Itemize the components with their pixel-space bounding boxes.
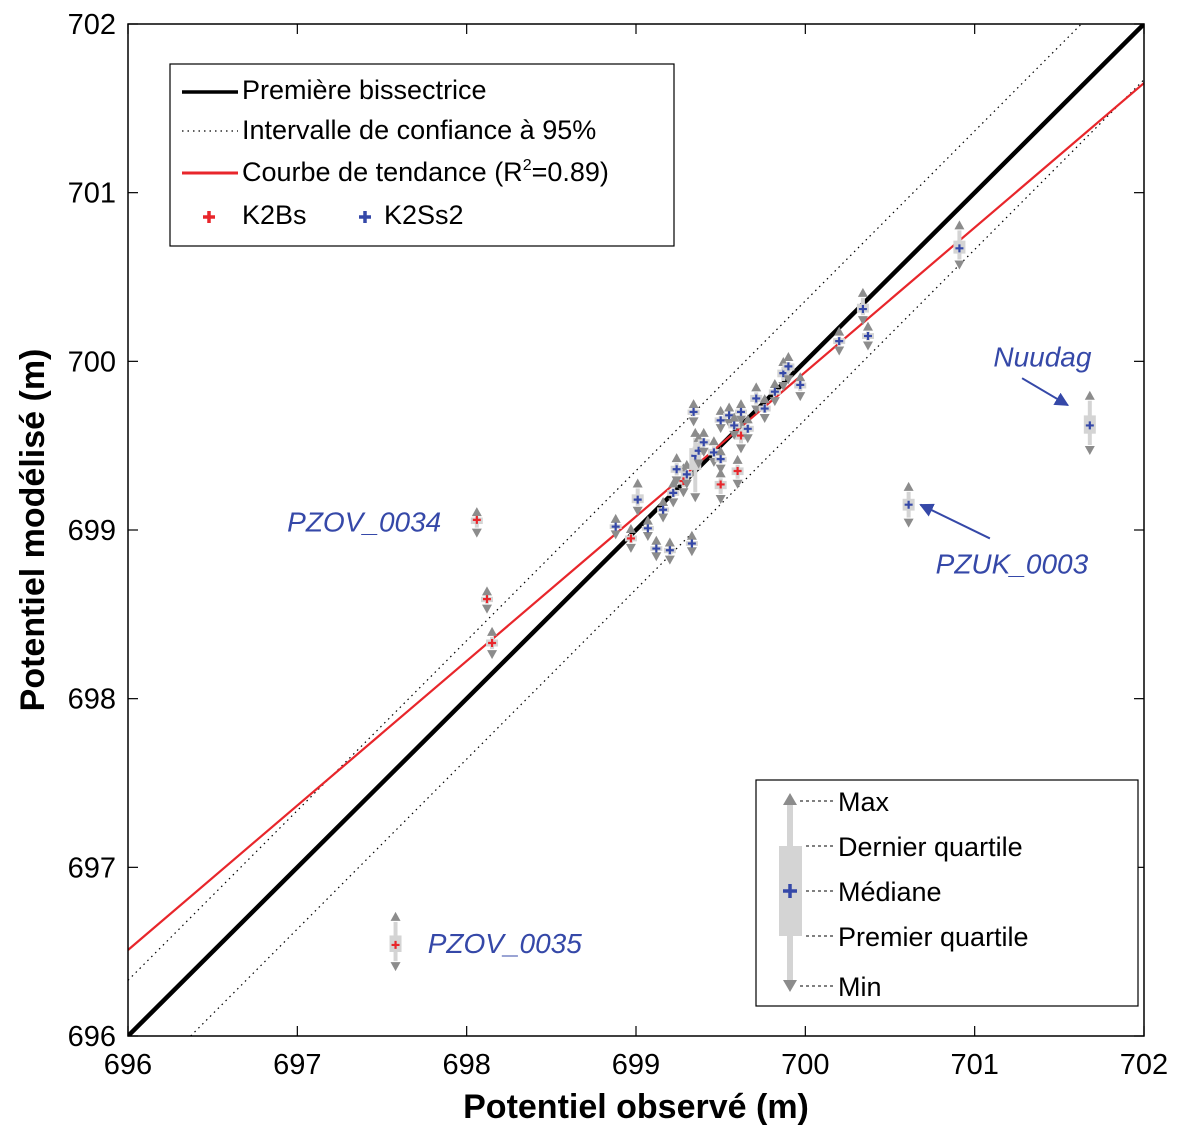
point-k2ss2	[685, 530, 698, 557]
legend-k2ss2-label: K2Ss2	[384, 200, 464, 230]
point-k2ss2	[714, 405, 727, 434]
point-k2ss2	[856, 287, 869, 326]
legend-k2ss2-marker	[359, 211, 371, 223]
annotation-pzov-0034: PZOV_0034	[287, 507, 441, 538]
median-marker	[783, 884, 797, 898]
annotation-label: PZOV_0035	[428, 928, 583, 959]
legend: Première bissectrice Intervalle de confi…	[169, 63, 675, 247]
point-k2ss2	[728, 412, 741, 440]
annotation-pzuk-0003: PZUK_0003	[919, 503, 1089, 580]
annotation-arrow	[1021, 377, 1070, 407]
point-k2ss2	[692, 432, 705, 469]
legend-k2bs-marker	[203, 211, 215, 223]
annotation-pzov-0035: PZOV_0035	[428, 928, 583, 959]
reference-lines	[128, 24, 1144, 1036]
point-k2ss2	[741, 414, 754, 444]
y-tick-label: 696	[68, 1021, 116, 1053]
x-tick-label: 699	[612, 1049, 660, 1081]
point-k2ss2	[663, 537, 676, 565]
y-axis: 696 697 698 699 700 701 702	[68, 9, 1144, 1053]
data-points	[389, 220, 1096, 972]
x-tick-label: 698	[442, 1049, 490, 1081]
point-k2ss2	[697, 427, 710, 457]
legend-bisector-label: Première bissectrice	[242, 75, 487, 105]
point-k2ss2	[609, 513, 622, 540]
boxplot-legend-box	[755, 779, 1139, 1007]
point-k2ss2	[650, 535, 663, 562]
max-label: Max	[838, 787, 890, 817]
point-k2ss2	[902, 481, 915, 528]
x-tick-label: 696	[104, 1049, 152, 1081]
point-k2ss2	[782, 351, 795, 385]
q3-label: Dernier quartile	[838, 832, 1023, 862]
annotation-label: Nuudag	[993, 341, 1092, 372]
point-k2ss2	[1083, 390, 1096, 456]
y-tick-label: 702	[68, 9, 116, 41]
y-tick-label: 697	[68, 852, 116, 884]
point-k2bs	[486, 626, 499, 660]
min-arrow-icon	[783, 980, 797, 992]
y-axis-label: Potentiel modélisé (m)	[14, 349, 52, 712]
point-k2bs	[470, 507, 483, 538]
q1-label: Premier quartile	[838, 922, 1029, 952]
median-label: Médiane	[838, 877, 942, 907]
legend-box	[169, 63, 675, 247]
point-k2bs	[389, 911, 402, 972]
annotations: PZOV_0034 PZOV_0035 Nuudag PZUK_0003	[287, 341, 1092, 959]
annotation-label: PZOV_0034	[287, 507, 441, 538]
x-tick-label: 702	[1120, 1049, 1168, 1081]
point-k2ss2	[794, 372, 807, 402]
legend-trend-label: Courbe de tendance (R2=0.89)	[242, 157, 609, 187]
max-arrow-icon	[783, 793, 797, 805]
annotation-nuudag: Nuudag	[993, 341, 1092, 407]
annotation-label: PZUK_0003	[936, 549, 1089, 580]
trend-line	[128, 82, 1144, 951]
x-tick-label: 697	[273, 1049, 321, 1081]
point-k2ss2	[758, 394, 771, 423]
x-axis: 696 697 698 699 700 701 702	[104, 24, 1168, 1081]
point-k2ss2	[657, 497, 670, 523]
point-k2ss2	[707, 436, 720, 467]
boxplot-legend: Max Dernier quartile Médiane Premier qua…	[755, 779, 1139, 1007]
point-k2ss2	[833, 326, 846, 356]
point-k2ss2	[641, 515, 654, 542]
point-k2ss2	[734, 399, 747, 425]
min-label: Min	[838, 972, 882, 1002]
point-k2ss2	[631, 478, 644, 516]
point-k2ss2	[670, 453, 683, 486]
point-k2ss2	[714, 446, 727, 474]
annotation-arrow	[919, 503, 991, 540]
legend-confidence-label: Intervalle de confiance à 95%	[242, 115, 596, 145]
x-tick-label: 700	[781, 1049, 829, 1081]
legend-k2bs-label: K2Bs	[242, 200, 307, 230]
x-tick-label: 701	[950, 1049, 998, 1081]
y-tick-label: 699	[68, 515, 116, 547]
x-axis-label: Potentiel observé (m)	[463, 1088, 809, 1126]
y-tick-label: 698	[68, 684, 116, 716]
point-k2ss2	[667, 478, 680, 508]
point-k2ss2	[687, 399, 700, 427]
point-k2ss2	[861, 321, 874, 351]
point-k2bs	[624, 524, 637, 553]
point-k2bs	[480, 586, 493, 614]
y-tick-label: 701	[68, 178, 116, 210]
point-k2ss2	[768, 378, 781, 407]
bisector-line	[128, 24, 1144, 1036]
point-k2ss2	[953, 220, 966, 270]
y-tick-label: 700	[68, 346, 116, 378]
point-k2bs	[731, 454, 744, 489]
